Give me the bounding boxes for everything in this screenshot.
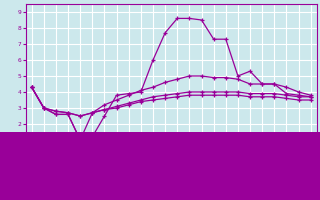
X-axis label: Windchill (Refroidissement éolien,°C): Windchill (Refroidissement éolien,°C) bbox=[86, 168, 257, 177]
